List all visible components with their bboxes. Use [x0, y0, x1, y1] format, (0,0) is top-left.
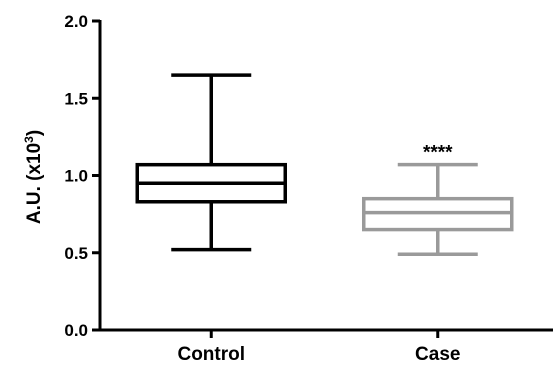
x-tick-label-1: Case	[415, 344, 460, 365]
axes: 0.0 0.5 1.0 1.5 2.0 Control Case	[64, 12, 553, 365]
y-axis-label-superscript: 3	[22, 136, 36, 143]
y-axis-label: A.U. (x103)	[22, 130, 45, 224]
boxes: ****	[135, 73, 514, 257]
y-tick-label-0: 0.0	[64, 321, 88, 340]
y-tick-label-2: 1.0	[64, 167, 88, 186]
significance-annotation-1: ****	[423, 143, 453, 164]
y-tick-label-4: 2.0	[64, 12, 88, 31]
x-tick-label-0: Control	[177, 344, 245, 365]
y-tick-label-3: 1.5	[64, 89, 88, 108]
box-1: ****	[362, 143, 514, 257]
y-axis-label-main: A.U. (x10	[24, 143, 45, 224]
box-0	[135, 73, 287, 252]
y-axis-label-close: )	[24, 130, 45, 136]
y-tick-label-1: 0.5	[64, 244, 88, 263]
